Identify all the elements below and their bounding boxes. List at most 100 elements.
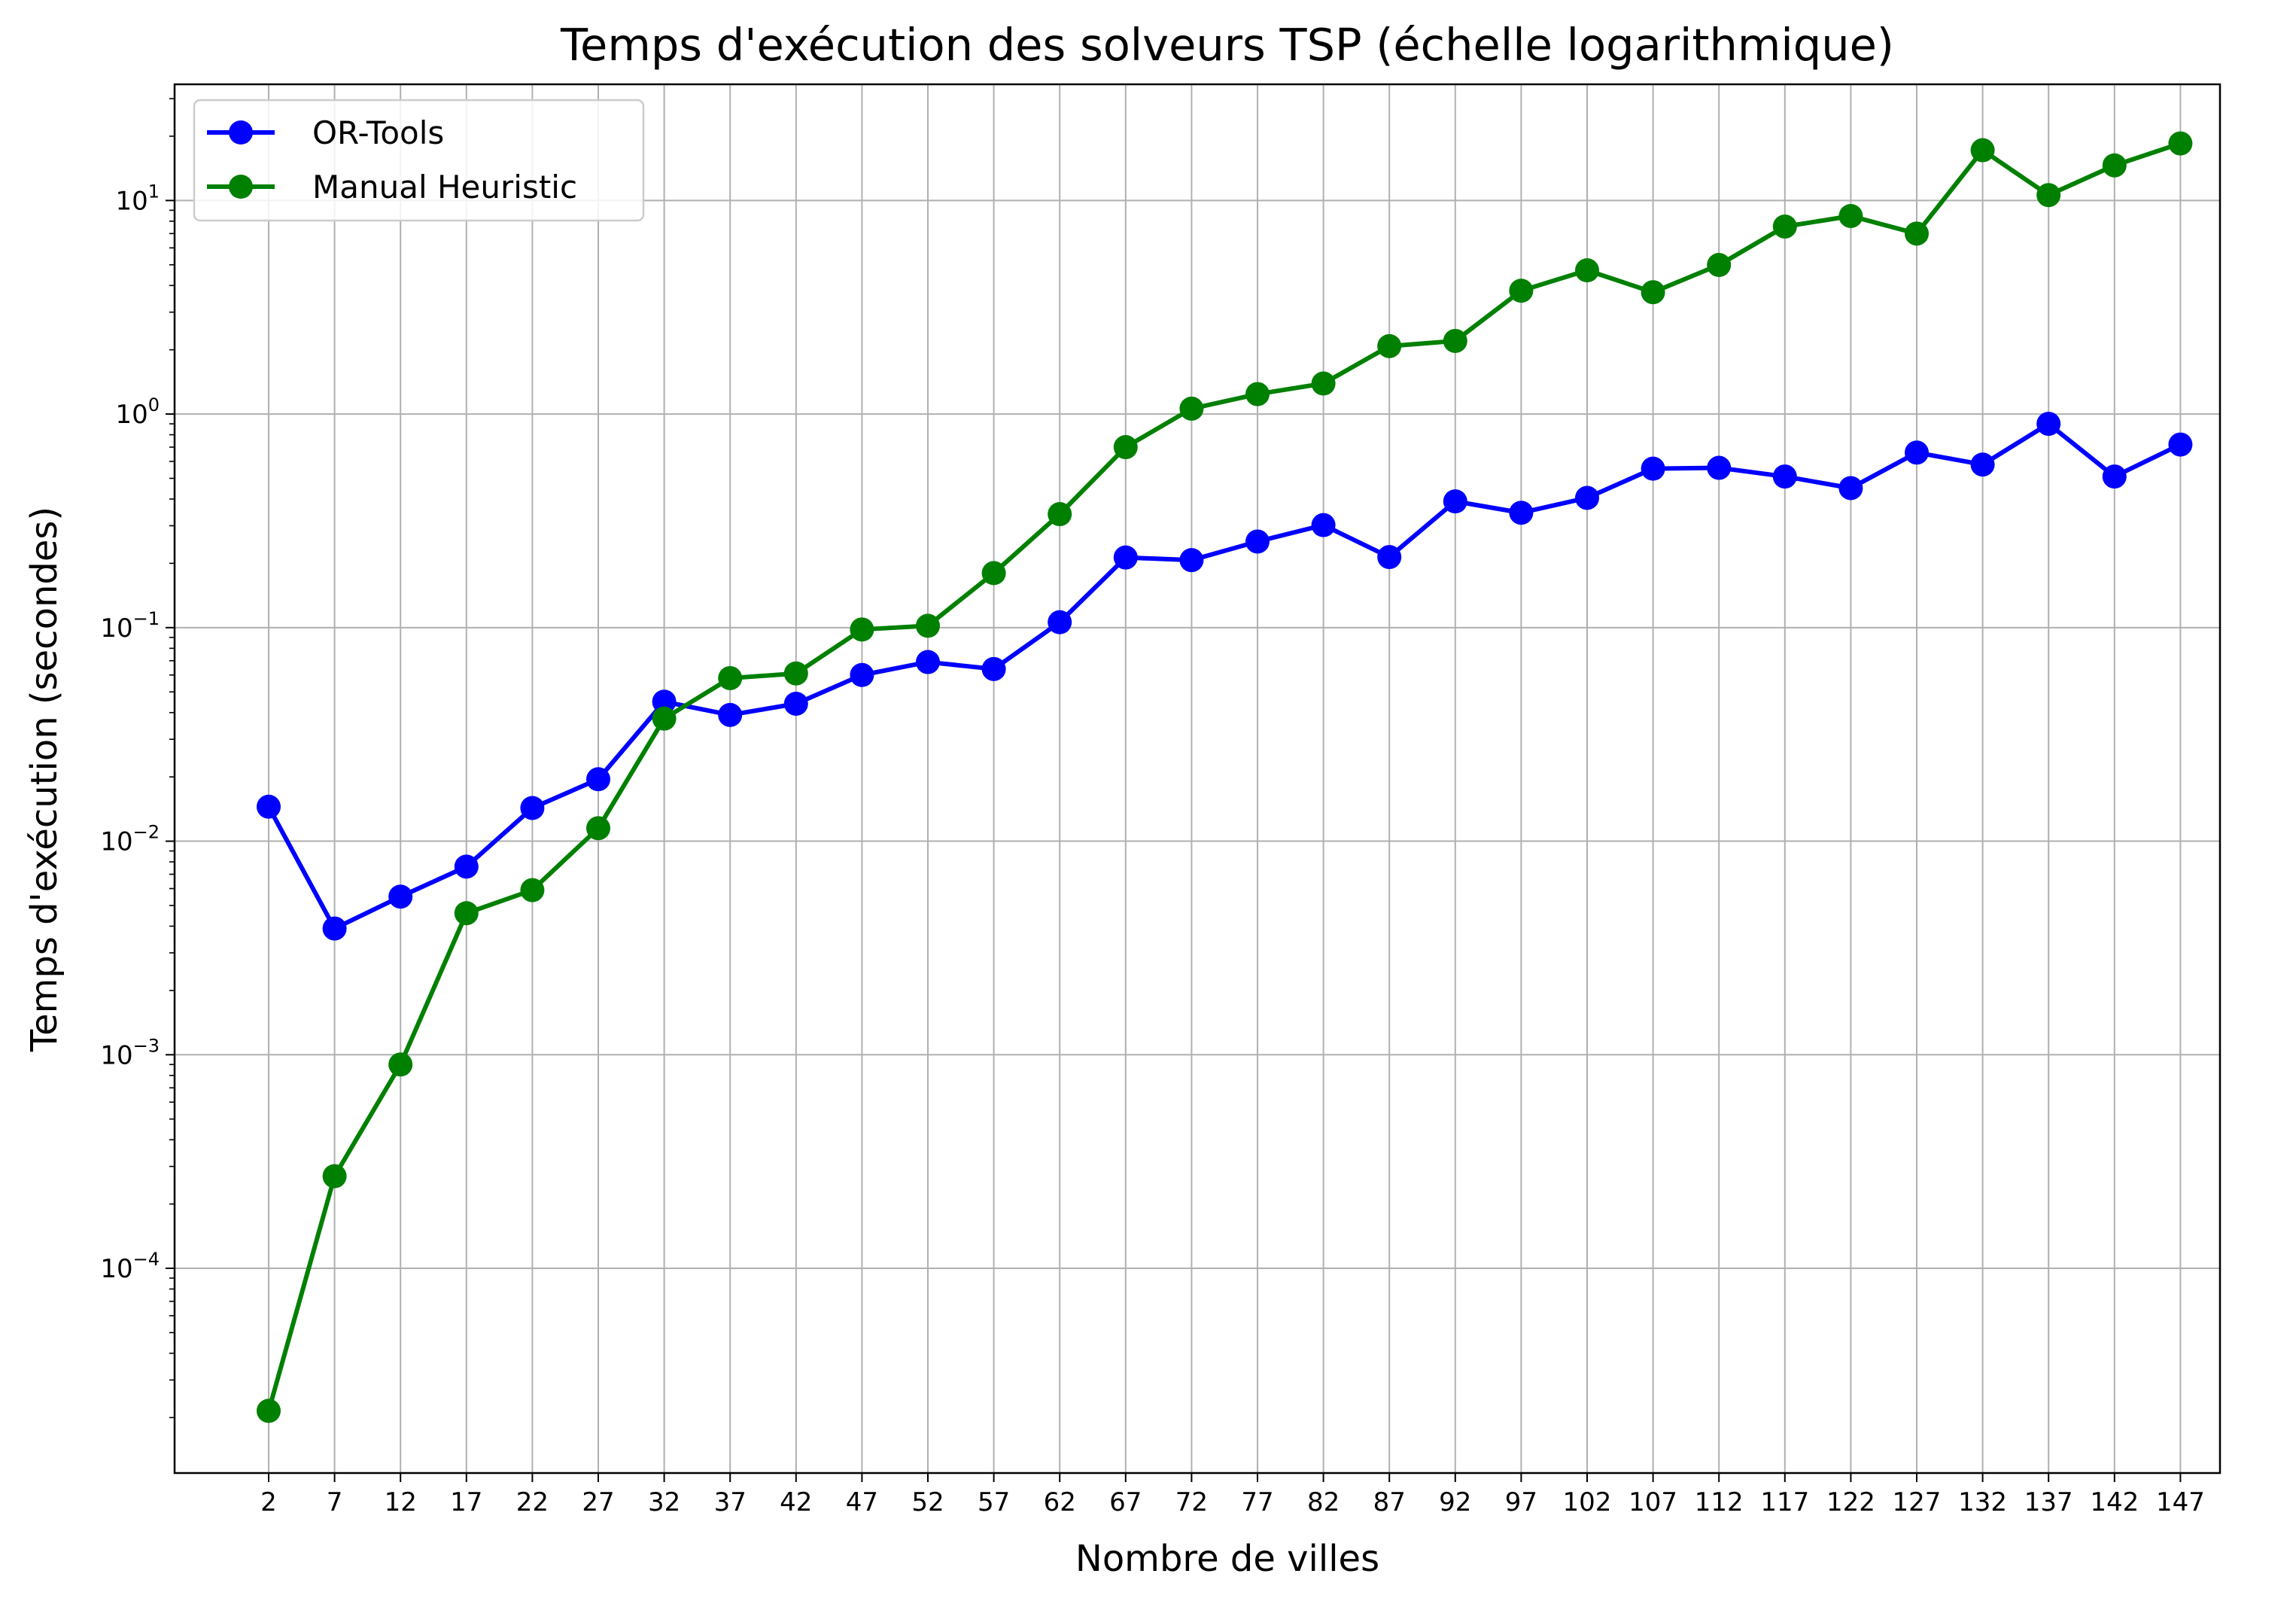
y-tick-base: 10 <box>100 613 132 644</box>
data-point <box>1509 501 1534 525</box>
data-point <box>1113 545 1138 570</box>
data-point <box>916 650 940 674</box>
data-point <box>1970 138 1995 163</box>
data-point <box>1509 278 1534 303</box>
plot-frame <box>173 83 2221 1475</box>
data-point <box>1838 203 1863 228</box>
data-point <box>718 702 743 727</box>
x-tick-label: 12 <box>385 1487 417 1517</box>
data-point <box>1443 328 1467 353</box>
x-tick-label: 17 <box>450 1487 482 1517</box>
x-tick-label: 72 <box>1175 1487 1208 1517</box>
data-point <box>1245 382 1270 406</box>
data-point <box>1641 456 1665 481</box>
x-tick-label: 57 <box>978 1487 1010 1517</box>
x-tick-label: 32 <box>648 1487 680 1517</box>
series-layer <box>257 131 2193 1423</box>
y-tick-label: 100 <box>115 394 160 430</box>
x-axis-label: Nombre de villes <box>1075 1538 1379 1580</box>
data-point <box>2102 464 2127 489</box>
data-point <box>718 665 743 690</box>
data-point <box>1048 610 1072 635</box>
legend-label: Manual Heuristic <box>312 169 577 205</box>
x-tick-label: 147 <box>2156 1487 2205 1517</box>
x-tick-label: 122 <box>1826 1487 1875 1517</box>
y-tick-label: 10−2 <box>100 822 160 857</box>
legend-item: OR-Tools <box>207 114 444 151</box>
y-tick-label: 10−4 <box>100 1249 160 1284</box>
legend-marker <box>229 120 253 145</box>
x-tick-label: 82 <box>1307 1487 1340 1517</box>
y-tick-label: 10−1 <box>100 608 160 644</box>
x-tick-label: 107 <box>1628 1487 1677 1517</box>
data-point <box>388 1052 413 1077</box>
x-tick-label: 37 <box>714 1487 747 1517</box>
data-point <box>981 561 1006 586</box>
data-point <box>586 767 610 792</box>
data-point <box>1377 545 1402 570</box>
y-axis-label: Temps d'exécution (secondes) <box>23 507 65 1052</box>
x-tick-label: 7 <box>327 1487 343 1517</box>
y-tick-base: 10 <box>115 400 147 430</box>
data-point <box>454 901 479 926</box>
x-tick-label: 27 <box>582 1487 614 1517</box>
data-point <box>322 916 347 941</box>
grid <box>175 84 2220 1473</box>
y-tick-label: 101 <box>115 181 160 216</box>
x-tick-label: 127 <box>1893 1487 1942 1517</box>
data-point <box>1772 214 1797 239</box>
data-point <box>2036 183 2061 208</box>
y-tick-exponent: −1 <box>133 608 160 629</box>
x-tick-label: 117 <box>1760 1487 1809 1517</box>
data-point <box>1838 476 1863 501</box>
data-point <box>1970 452 1995 477</box>
data-point <box>1311 371 1336 396</box>
data-point <box>586 816 610 841</box>
data-point <box>1245 529 1270 554</box>
legend-item: Manual Heuristic <box>207 169 577 205</box>
legend-marker <box>229 175 253 199</box>
x-tick-label: 92 <box>1439 1487 1471 1517</box>
data-point <box>2102 153 2127 178</box>
data-point <box>1443 489 1467 514</box>
data-point <box>783 691 808 716</box>
data-point <box>257 1399 281 1423</box>
x-tick-label: 67 <box>1109 1487 1142 1517</box>
data-point <box>1179 396 1204 421</box>
y-tick-exponent: 1 <box>148 181 160 202</box>
data-point <box>1113 435 1138 460</box>
x-tick-label: 77 <box>1241 1487 1273 1517</box>
x-tick-label: 62 <box>1044 1487 1076 1517</box>
data-point <box>981 656 1006 681</box>
y-tick-label: 10−3 <box>100 1035 160 1070</box>
data-point <box>2036 412 2061 437</box>
data-point <box>783 661 808 686</box>
legend: OR-Tools Manual Heuristic <box>193 99 645 222</box>
data-point <box>1311 513 1336 537</box>
y-tick-base: 10 <box>100 827 132 857</box>
data-point <box>520 878 545 902</box>
data-point <box>916 613 940 638</box>
x-tick-label: 142 <box>2090 1487 2139 1517</box>
data-point <box>520 796 545 820</box>
series-1 <box>257 131 2193 1423</box>
x-tick-label: 112 <box>1695 1487 1744 1517</box>
data-point <box>1048 502 1072 527</box>
x-tick-label: 42 <box>780 1487 812 1517</box>
x-tick-label: 132 <box>1958 1487 2007 1517</box>
data-point <box>1179 548 1204 573</box>
x-tick-label: 22 <box>516 1487 549 1517</box>
data-point <box>322 1164 347 1189</box>
data-point <box>454 854 479 879</box>
data-point <box>1905 221 1929 246</box>
data-point <box>850 617 874 642</box>
x-tick-label: 137 <box>2024 1487 2073 1517</box>
data-point <box>388 884 413 909</box>
x-axis-ticks: 2 7 12 17 22 27 32 37 42 47 52 57 62 67 72 77 82 87 92 97 10… <box>260 1473 2205 1517</box>
data-point <box>1707 455 1732 480</box>
data-point <box>2168 131 2193 156</box>
y-tick-base: 10 <box>100 1254 132 1284</box>
